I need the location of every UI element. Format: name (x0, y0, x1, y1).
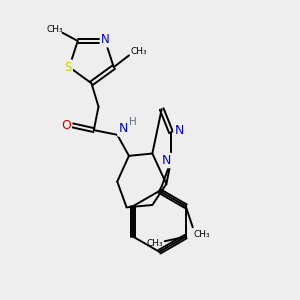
Text: S: S (64, 61, 72, 74)
Text: CH₃: CH₃ (130, 47, 147, 56)
Text: CH₃: CH₃ (194, 230, 210, 239)
Text: N: N (162, 154, 171, 167)
Text: N: N (101, 33, 110, 46)
Text: N: N (118, 122, 128, 135)
Text: H: H (129, 117, 136, 127)
Text: CH₃: CH₃ (46, 25, 63, 34)
Text: O: O (61, 119, 71, 132)
Text: CH₃: CH₃ (147, 239, 164, 248)
Text: N: N (175, 124, 184, 136)
